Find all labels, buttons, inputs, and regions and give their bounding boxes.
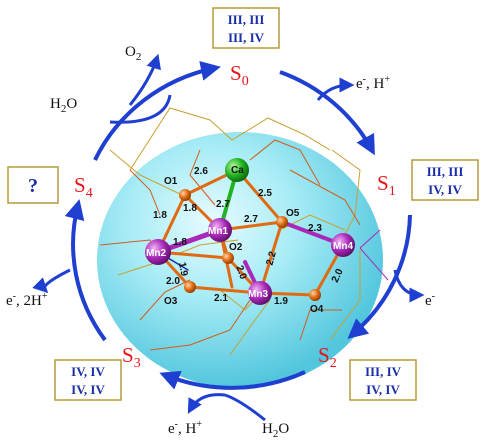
label-h2o-bottom: H2O — [262, 421, 289, 440]
bond-ca-o1: 2.6 — [194, 166, 208, 177]
state-s1: S1 — [377, 171, 396, 199]
arrow-s0-s1 — [279, 70, 375, 156]
o2-atom — [222, 252, 234, 264]
mn3-atom — [248, 281, 272, 305]
svg-text:III, III: III, III — [228, 12, 265, 27]
bond-o5-mn3: 2.2 — [265, 250, 279, 267]
bond-o1-mn1: 1.8 — [183, 203, 197, 214]
mn2-atom — [145, 239, 171, 265]
state-s2: S2 — [318, 343, 337, 371]
arrow-s3-s4 — [64, 199, 107, 342]
svg-text:IV, IV: IV, IV — [366, 382, 400, 397]
bond-mn1-o5: 2.7 — [244, 214, 258, 225]
bond-o1-mn2: 1.8 — [153, 210, 167, 221]
box-s4-question: ? — [28, 175, 38, 197]
mn3-label: Mn3 — [248, 289, 268, 300]
arrow-s0-s1-out — [316, 77, 355, 101]
bond-mn2-o2: 1.9 — [176, 261, 189, 277]
o4-atom — [309, 289, 321, 301]
label-h2o-top: H2O — [50, 96, 77, 115]
o4-label: O4 — [310, 304, 324, 315]
bond-o5-mn4: 2.3 — [308, 223, 322, 234]
mn4-label: Mn4 — [333, 241, 353, 252]
o2-label: O2 — [229, 242, 243, 253]
arrow-s1-s2-out — [393, 269, 425, 303]
calcium-atom — [225, 158, 249, 182]
box-s2 — [349, 359, 417, 401]
bond-mn2-mn1: 1.8 — [173, 237, 187, 248]
arrow-h2o-bottom-in — [224, 393, 266, 422]
arrow-s2-s3-out — [187, 393, 226, 414]
arrow-s4-s0-out — [32, 268, 71, 294]
bond-length-labels: 2.6 1.8 2.7 2.5 2.7 2.3 1.8 1.8 1.9 2.0 … — [153, 166, 346, 307]
o3-atom — [184, 281, 196, 293]
box-s4 — [7, 166, 59, 204]
ca-label: Ca — [231, 165, 244, 176]
atoms — [145, 158, 355, 305]
bond-o2-mn3: 2.0 — [233, 264, 248, 281]
arrow-s4-s0 — [93, 61, 221, 161]
svg-text:III, III: III, III — [427, 164, 464, 179]
box-s0 — [212, 7, 280, 49]
svg-text:III, IV: III, IV — [228, 30, 265, 45]
label-s4-s0-products: e-, 2H+ — [6, 291, 48, 309]
svg-text:IV, IV: IV, IV — [71, 382, 105, 397]
mn4-atom — [331, 233, 355, 257]
bond-o3-mn3: 2.1 — [214, 293, 228, 304]
atom-labels: Ca Mn1 Mn2 Mn3 Mn4 O1 O2 O3 O4 O5 — [146, 165, 353, 315]
ligand-network — [99, 107, 389, 356]
o3-label: O3 — [164, 296, 178, 307]
o5-atom — [276, 216, 288, 228]
bond-mn2-o3: 2.0 — [166, 276, 180, 287]
state-labels: S0 S1 S2 S3 S4 — [74, 61, 396, 371]
arrow-s1-s2 — [347, 214, 412, 339]
o5-label: O5 — [286, 208, 300, 219]
oxidation-boxes: III, III III, IV III, III IV, IV III, IV… — [7, 7, 479, 401]
svg-text:IV, IV: IV, IV — [428, 182, 462, 197]
label-o2: O2 — [125, 44, 141, 63]
box-s1 — [411, 159, 479, 201]
mn1-label: Mn1 — [208, 226, 228, 237]
arrow-h2o-in — [109, 94, 172, 124]
svg-text:III, IV: III, IV — [365, 364, 402, 379]
arrow-o2-out — [128, 53, 161, 106]
side-arrows — [32, 53, 425, 422]
mn2-label: Mn2 — [146, 248, 166, 259]
o1-atom — [179, 189, 191, 201]
cluster-sphere — [97, 132, 383, 388]
bond-mn3-o4: 1.9 — [274, 296, 288, 307]
o1-label: O1 — [164, 176, 178, 187]
side-labels: O2 H2O e-, H+ e- e-, 2H+ e-, H+ H2O — [6, 44, 435, 440]
label-s2-s3-products: e-, H+ — [168, 419, 202, 437]
label-s1-s2-products: e- — [425, 291, 435, 309]
bond-mn4-o4: 2.0 — [330, 267, 346, 285]
svg-text:IV, IV: IV, IV — [71, 364, 105, 379]
arrow-s2-s3 — [159, 370, 306, 390]
bond-ca-mn1: 2.7 — [216, 199, 230, 210]
state-s4: S4 — [74, 173, 93, 201]
state-s0: S0 — [230, 61, 249, 89]
box-s3 — [54, 359, 122, 401]
label-s0-s1-products: e-, H+ — [356, 74, 390, 92]
cycle-arrows — [64, 61, 412, 390]
bond-ca-o5: 2.5 — [258, 188, 272, 199]
mn1-atom — [208, 218, 232, 242]
state-s3: S3 — [122, 343, 141, 371]
